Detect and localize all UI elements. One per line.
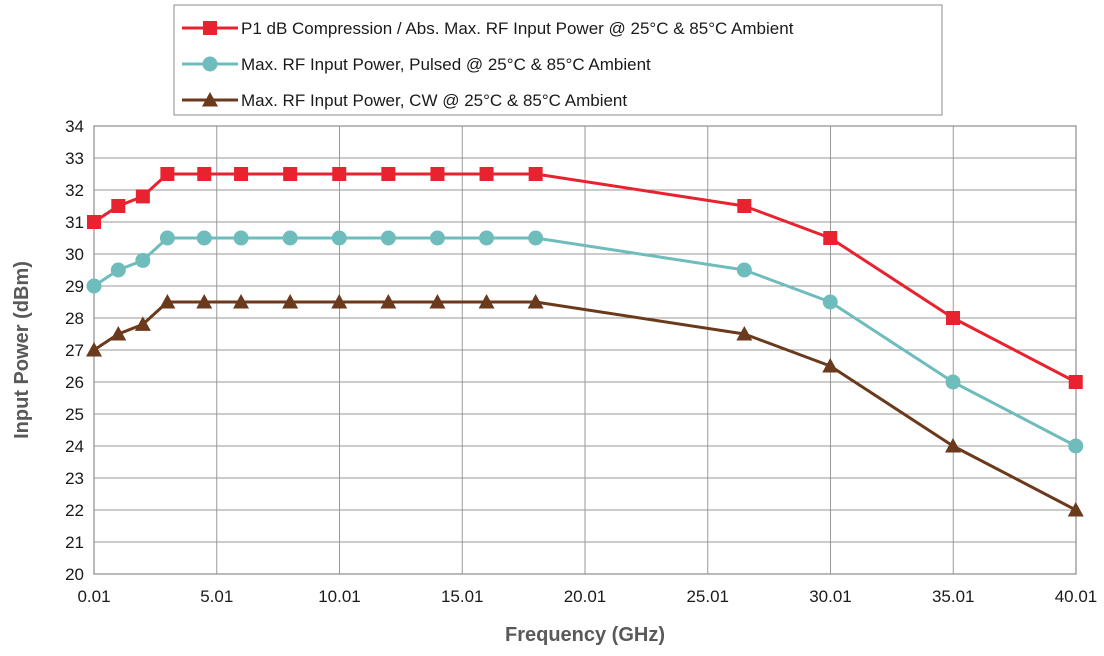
data-point (196, 294, 213, 309)
y-tick-label: 22 (65, 501, 84, 520)
y-tick-label: 29 (65, 277, 84, 296)
data-point (1067, 502, 1084, 517)
data-point (430, 167, 445, 181)
legend-label: Max. RF Input Power, CW @ 25°C & 85°C Am… (241, 91, 627, 110)
data-point (135, 252, 151, 268)
data-point (196, 230, 212, 246)
y-axis-title: Input Power (dBm) (11, 261, 33, 439)
y-tick-label: 21 (65, 533, 84, 552)
data-point (110, 326, 127, 341)
data-point (527, 294, 544, 309)
data-point (331, 230, 347, 246)
data-point (87, 215, 101, 229)
data-point (478, 294, 495, 309)
data-point (736, 262, 752, 278)
data-point (283, 167, 298, 181)
legend-swatch-marker (202, 56, 218, 72)
data-point (528, 230, 544, 246)
data-point (159, 230, 175, 246)
y-tick-label: 27 (65, 341, 84, 360)
series-line (93, 236, 1077, 448)
data-point (479, 167, 494, 181)
y-tick-label: 26 (65, 373, 84, 392)
y-tick-label: 28 (65, 309, 84, 328)
data-point (945, 438, 962, 453)
y-tick-label: 24 (65, 437, 84, 456)
legend-box (173, 4, 943, 116)
data-point (134, 316, 151, 331)
y-tick-label: 30 (65, 245, 84, 264)
data-point (822, 358, 839, 373)
data-point (381, 167, 396, 181)
data-point (234, 167, 249, 181)
y-tick-label: 25 (65, 405, 84, 424)
series-circle (86, 230, 1084, 454)
data-point (429, 294, 446, 309)
data-point (233, 294, 250, 309)
data-point (429, 230, 445, 246)
data-point (282, 230, 298, 246)
series-line (93, 172, 1077, 384)
series-line (93, 300, 1077, 512)
data-point (86, 278, 102, 294)
data-point (823, 231, 838, 245)
data-point (160, 167, 175, 181)
data-point (380, 230, 396, 246)
x-tick-label: 0.01 (77, 587, 110, 606)
series-layer (86, 167, 1084, 517)
legend-label: P1 dB Compression / Abs. Max. RF Input P… (241, 19, 794, 38)
x-tick-label: 35.01 (932, 587, 975, 606)
data-point (159, 294, 176, 309)
y-tick-label: 34 (65, 117, 84, 136)
y-tick-label: 33 (65, 149, 84, 168)
x-tick-label: 40.01 (1055, 587, 1098, 606)
data-point (86, 342, 102, 357)
data-point (282, 294, 299, 309)
data-point (380, 294, 397, 309)
data-point (1068, 438, 1084, 454)
data-point (1068, 375, 1083, 389)
data-point (331, 294, 348, 309)
data-point (233, 230, 249, 246)
data-point (110, 262, 126, 278)
x-tick-label: 15.01 (441, 587, 484, 606)
legend-swatch-marker (203, 21, 217, 35)
grid (93, 125, 1077, 575)
data-point (736, 326, 753, 341)
x-tick-label: 20.01 (564, 587, 607, 606)
data-point (111, 199, 126, 213)
x-tick-label: 25.01 (686, 587, 729, 606)
x-tick-label: 10.01 (318, 587, 361, 606)
y-tick-label: 31 (65, 213, 84, 232)
data-point (332, 167, 347, 181)
x-tick-label: 30.01 (809, 587, 852, 606)
x-axis-ticks: 0.01 5.01 10.01 15.01 20.01 25.01 30.01 35.01 40… (77, 587, 1097, 606)
legend-item: P1 dB Compression / Abs. Max. RF Input P… (182, 19, 794, 38)
legend-swatch-marker (202, 92, 218, 107)
data-point (945, 374, 961, 390)
legend: P1 dB Compression / Abs. Max. RF Input P… (173, 4, 943, 116)
legend-label: Max. RF Input Power, Pulsed @ 25°C & 85°… (241, 55, 651, 74)
series-triangle (86, 294, 1084, 517)
y-axis-ticks: 20 21 22 23 24 25 26 27 28 29 30 31 32 33 34 (65, 117, 84, 584)
data-point (822, 294, 838, 310)
x-axis-title: Frequency (GHz) (505, 624, 665, 646)
data-point (479, 230, 495, 246)
data-point (737, 199, 752, 213)
y-tick-label: 23 (65, 469, 84, 488)
legend-item: Max. RF Input Power, Pulsed @ 25°C & 85°… (182, 55, 651, 74)
data-point (197, 167, 212, 181)
series-square (87, 167, 1083, 389)
data-point (135, 189, 150, 204)
x-tick-label: 5.01 (200, 587, 233, 606)
data-point (946, 311, 961, 325)
y-tick-label: 20 (65, 565, 84, 584)
y-tick-label: 32 (65, 181, 84, 200)
data-point (528, 167, 543, 181)
legend-item: Max. RF Input Power, CW @ 25°C & 85°C Am… (182, 91, 627, 110)
